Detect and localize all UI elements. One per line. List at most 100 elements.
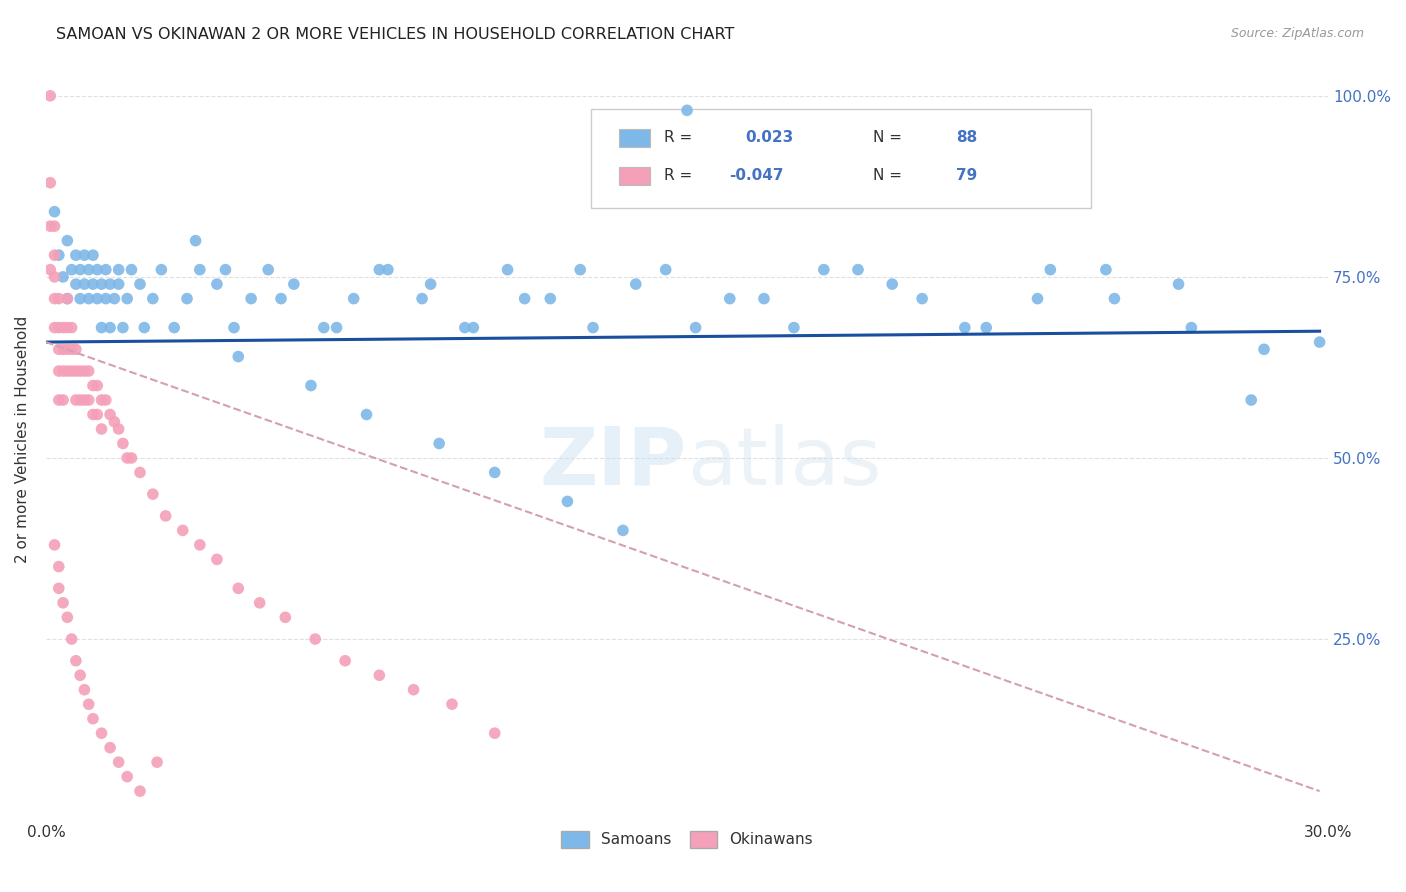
Point (60, 632, 83, 646)
Point (752, 292, 775, 306)
Point (56, 343, 79, 357)
Point (94, 292, 117, 306)
Point (52, 269, 75, 284)
Point (94, 262, 117, 277)
Point (612, 524, 634, 538)
Point (44, 538, 66, 552)
Point (56, 320, 79, 334)
Text: Source: ZipAtlas.com: Source: ZipAtlas.com (1230, 27, 1364, 40)
Point (65, 392, 87, 407)
Point (188, 262, 211, 277)
Point (718, 292, 741, 306)
Point (98, 740, 121, 755)
Point (56, 292, 79, 306)
Point (73, 392, 96, 407)
Point (1167, 277, 1189, 292)
Point (65, 343, 87, 357)
Point (69, 292, 91, 306)
Point (56, 610, 79, 624)
Point (582, 320, 605, 334)
Point (90, 277, 112, 292)
Point (129, 784, 152, 798)
Point (48, 559, 70, 574)
Point (86, 408, 108, 422)
Point (90, 726, 112, 740)
Point (48, 392, 70, 407)
Point (419, 277, 441, 292)
Point (783, 320, 806, 334)
Point (48, 320, 70, 334)
Point (1180, 320, 1202, 334)
Point (1104, 292, 1126, 306)
Point (98, 277, 121, 292)
Point (440, 697, 463, 711)
Point (257, 262, 280, 277)
Point (82, 712, 104, 726)
Point (974, 320, 997, 334)
Point (69, 262, 91, 277)
Point (82, 408, 104, 422)
Point (463, 320, 485, 334)
Point (1095, 262, 1118, 277)
Point (82, 248, 104, 262)
Point (402, 682, 425, 697)
Point (205, 552, 228, 566)
Point (299, 378, 322, 392)
Point (44, 320, 66, 334)
Text: -0.047: -0.047 (730, 169, 785, 184)
Point (685, 320, 707, 334)
Point (69, 392, 91, 407)
Point (557, 494, 579, 508)
Point (90, 320, 112, 334)
Point (222, 320, 245, 334)
Point (60, 262, 83, 277)
Point (86, 262, 108, 277)
Point (52, 596, 75, 610)
Point (484, 466, 506, 480)
Point (226, 582, 249, 596)
Point (107, 277, 129, 292)
Point (150, 262, 173, 277)
Point (343, 292, 366, 306)
Point (120, 450, 142, 465)
Point (274, 610, 297, 624)
Point (39, 88, 62, 103)
Legend: Samoans, Okinawans: Samoans, Okinawans (555, 824, 820, 855)
Point (98, 320, 121, 334)
Point (69, 668, 91, 682)
Point (90, 422, 112, 436)
Point (44, 292, 66, 306)
Point (107, 422, 129, 436)
Point (146, 755, 169, 769)
Point (624, 277, 647, 292)
Point (214, 262, 236, 277)
Point (56, 234, 79, 248)
Point (60, 343, 83, 357)
Point (48, 343, 70, 357)
Point (226, 350, 249, 364)
Point (48, 582, 70, 596)
Point (103, 292, 125, 306)
Text: 88: 88 (956, 130, 977, 145)
Point (846, 262, 869, 277)
Point (356, 408, 378, 422)
Point (333, 654, 356, 668)
Point (411, 292, 433, 306)
Point (454, 320, 477, 334)
Point (115, 450, 138, 465)
Point (77, 292, 100, 306)
Point (953, 320, 976, 334)
Point (103, 415, 125, 429)
Point (44, 248, 66, 262)
Point (240, 292, 263, 306)
Point (188, 538, 211, 552)
Point (142, 292, 165, 306)
Point (65, 248, 87, 262)
Point (115, 770, 138, 784)
Point (60, 320, 83, 334)
Point (270, 292, 292, 306)
Point (676, 103, 699, 118)
Point (1309, 334, 1331, 349)
Point (1039, 262, 1062, 277)
Point (98, 408, 121, 422)
